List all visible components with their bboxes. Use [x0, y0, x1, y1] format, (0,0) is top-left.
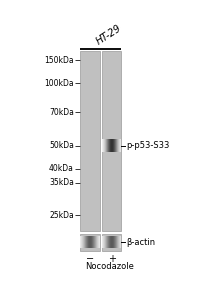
Text: +: +	[108, 254, 116, 264]
Bar	[102, 51, 121, 231]
Bar	[80, 51, 100, 231]
Text: 25kDa: 25kDa	[49, 211, 74, 220]
Text: −: −	[86, 254, 94, 264]
Bar	[102, 233, 121, 251]
Text: Nocodazole: Nocodazole	[85, 262, 134, 272]
Bar	[80, 233, 100, 251]
Text: 40kDa: 40kDa	[49, 164, 74, 173]
Text: 150kDa: 150kDa	[44, 56, 74, 65]
Text: 70kDa: 70kDa	[49, 108, 74, 117]
Text: 50kDa: 50kDa	[49, 141, 74, 150]
Text: p-p53-S33: p-p53-S33	[126, 141, 170, 150]
Bar	[80, 48, 121, 50]
Text: HT-29: HT-29	[94, 23, 123, 47]
Text: 100kDa: 100kDa	[44, 79, 74, 88]
Text: β-actin: β-actin	[126, 238, 155, 247]
Text: 35kDa: 35kDa	[49, 178, 74, 187]
